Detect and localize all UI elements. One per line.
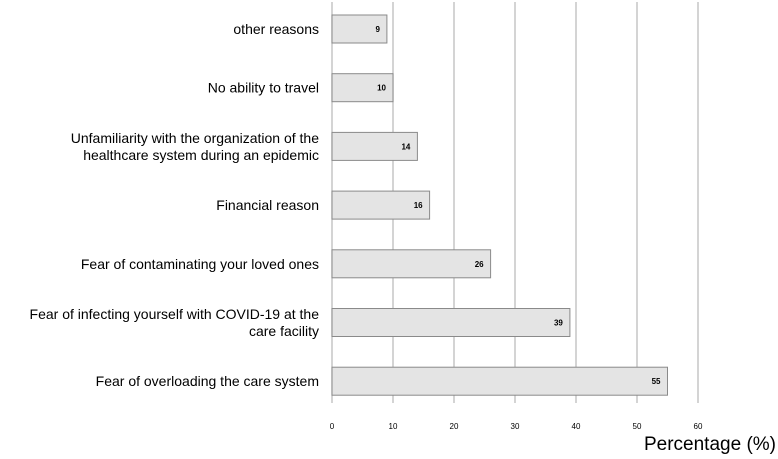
category-labels: other reasons No ability to travel Unfamil… [30,21,320,389]
category-label: Fear of overloading the care system [96,373,319,389]
data-label: 55 [652,377,661,386]
x-tick-labels: 0 10 20 30 40 50 60 [330,422,703,431]
data-label: 14 [401,142,410,151]
x-axis-title: Percentage (%) [644,434,776,455]
category-label: Unfamiliarity with the organization of t… [71,130,319,163]
x-tick-label: 0 [330,422,335,431]
x-tick-label: 10 [389,422,398,431]
category-label-line: Fear of infecting yourself with COVID-19… [30,306,320,322]
x-tick-label: 50 [633,422,642,431]
category-label: Financial reason [216,197,319,213]
category-label-line: other reasons [233,21,319,37]
bar [331,308,571,337]
category-label-line: Fear of contaminating your loved ones [81,256,319,272]
category-label-line: care facility [249,323,319,339]
data-label: 26 [475,260,484,269]
bars: 9 10 14 16 26 39 55 [331,14,668,396]
category-label: Fear of contaminating your loved ones [81,256,319,272]
category-label: Fear of infecting yourself with COVID-19… [30,306,320,339]
bar [331,14,388,44]
x-tick-label: 60 [694,422,703,431]
data-label: 39 [554,319,563,328]
data-label: 16 [414,201,423,210]
category-label-line: No ability to travel [208,80,319,96]
bar [331,249,492,279]
category-label-line: Fear of overloading the care system [96,373,319,389]
category-label-line: Financial reason [216,197,319,213]
bar [331,73,394,103]
data-label: 10 [377,84,386,93]
x-tick-label: 40 [572,422,581,431]
category-label: No ability to travel [208,80,319,96]
bar [331,190,431,220]
data-label: 9 [375,25,380,34]
x-tick-label: 20 [450,422,459,431]
category-label-line: Unfamiliarity with the organization of t… [71,130,319,146]
category-label-line: healthcare system during an epidemic [83,147,319,163]
bar [331,131,418,161]
x-tick-label: 30 [511,422,520,431]
gridlines [331,2,699,403]
bar [331,366,668,396]
category-label: other reasons [233,21,319,37]
